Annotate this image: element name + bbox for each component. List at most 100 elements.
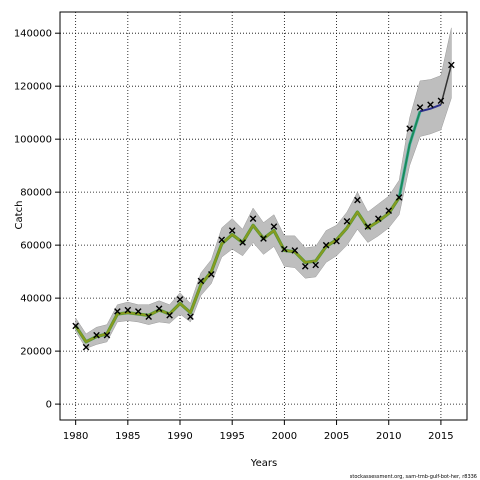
observed-marker [134, 308, 142, 315]
observed-marker [249, 215, 257, 222]
observed-marker [155, 305, 163, 313]
observed-marker [93, 331, 100, 339]
marker-stroke [134, 308, 142, 315]
observed-marker [82, 343, 90, 351]
marker-stroke [103, 331, 111, 339]
grid-lines [60, 12, 467, 420]
marker-stroke [197, 277, 205, 285]
marker-stroke [72, 322, 79, 330]
observed-marker [395, 194, 403, 201]
marker-stroke [343, 218, 351, 225]
credit-text: stockassessment.org, sam-tmb-gulf-bot-he… [350, 474, 477, 480]
marker-stroke [333, 237, 340, 245]
x-axis-label: Years [250, 458, 277, 469]
observed-marker [354, 196, 361, 204]
marker-stroke [249, 215, 257, 222]
observed-marker [166, 312, 173, 319]
marker-stroke [239, 239, 246, 246]
observed-marker [448, 61, 455, 69]
y-tick-label: 60000 [20, 241, 52, 252]
marker-stroke [312, 261, 319, 269]
marker-stroke [260, 235, 267, 242]
observed-marker [208, 270, 215, 278]
observed-marker [406, 125, 413, 132]
y-tick-label: 140000 [14, 29, 52, 40]
x-tick-label: 2015 [428, 431, 453, 442]
marker-stroke [114, 308, 121, 315]
y-tick-label: 0 [46, 400, 52, 411]
marker-stroke [395, 194, 403, 201]
y-axis-label: Catch [14, 201, 25, 230]
y-tick-label: 100000 [14, 135, 52, 146]
observed-marker [72, 322, 79, 330]
marker-stroke [322, 241, 330, 249]
observed-marker [416, 104, 424, 111]
observed-marker [187, 313, 194, 320]
marker-stroke [406, 125, 413, 132]
marker-stroke [218, 236, 226, 244]
marker-stroke [416, 104, 424, 111]
marker-stroke [93, 331, 100, 339]
marker-stroke [166, 312, 173, 319]
observed-marker [145, 313, 153, 320]
observed-marker [124, 306, 132, 314]
y-tick-label: 80000 [20, 188, 52, 199]
marker-stroke [124, 306, 132, 314]
observed-marker [270, 223, 278, 230]
estimate-line-early [74, 196, 401, 343]
marker-stroke [385, 207, 393, 214]
marker-stroke [187, 313, 194, 320]
x-tick-label: 1995 [219, 431, 244, 442]
marker-stroke [145, 313, 153, 320]
marker-stroke [228, 227, 236, 234]
x-tick-label: 1985 [115, 431, 140, 442]
x-tick-label: 2000 [272, 431, 297, 442]
marker-stroke [208, 270, 215, 278]
marker-stroke [364, 223, 372, 230]
observed-marker [291, 247, 299, 254]
observed-marker [301, 263, 309, 270]
observed-marker [103, 331, 111, 339]
observed-marker [374, 215, 382, 222]
observed-marker [281, 245, 288, 253]
x-tick-label: 2010 [376, 431, 401, 442]
observed-marker [312, 261, 319, 269]
y-tick-label: 20000 [20, 347, 52, 358]
marker-stroke [176, 296, 184, 303]
x-tick-label: 1980 [63, 431, 88, 442]
marker-stroke [437, 97, 445, 105]
estimate-lines [74, 64, 453, 344]
plot-frame [59, 11, 468, 421]
estimate-line-late [398, 111, 421, 198]
observed-marker [437, 97, 445, 105]
observed-marker [333, 237, 340, 245]
marker-stroke [448, 61, 455, 69]
observed-marker [114, 308, 121, 315]
observed-marker [239, 239, 246, 246]
marker-stroke [155, 305, 163, 313]
observed-marker [176, 296, 184, 303]
confidence-band [75, 27, 452, 349]
marker-stroke [374, 215, 382, 222]
observed-marker [218, 236, 226, 244]
marker-stroke [270, 223, 278, 230]
observed-marker [364, 223, 372, 230]
marker-stroke [354, 196, 361, 204]
marker-stroke [427, 101, 434, 109]
observed-markers [72, 61, 455, 351]
observed-marker [197, 277, 205, 285]
marker-stroke [281, 245, 288, 253]
marker-stroke [301, 263, 309, 270]
observed-marker [343, 218, 351, 225]
y-tick-label: 120000 [14, 82, 52, 93]
y-tick-label: 40000 [20, 294, 52, 305]
observed-marker [322, 241, 330, 249]
x-tick-label: 2005 [324, 431, 349, 442]
observed-marker [427, 101, 434, 109]
marker-stroke [82, 343, 90, 351]
marker-stroke [291, 247, 299, 254]
estimate-line-final [419, 103, 442, 113]
x-axis: 1980 1985 1990 1995 2000 2005 2010 2015 [63, 420, 454, 442]
y-axis: 0 20000 40000 60000 80000 100000 120000 140000 [14, 29, 60, 411]
